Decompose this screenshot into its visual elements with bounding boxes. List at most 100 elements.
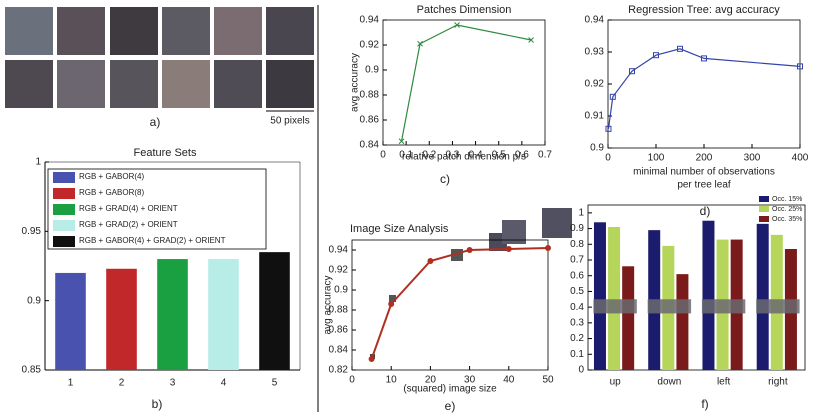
y-tick-label: 0.92 [329,265,349,276]
occlusion-thumbnails [647,299,692,314]
marker [398,138,405,145]
x-tick-label: 0 [605,153,611,164]
bar [55,272,86,370]
occlusion-thumbnails [756,299,800,314]
axes-frame [351,239,549,371]
panel-label: b) [152,397,163,411]
marker [505,246,512,252]
y-tick-label: 0.9 [334,285,348,296]
bar [259,252,290,370]
y-tick-label: 0.85 [22,365,42,376]
bar [157,259,188,370]
marker [701,55,707,62]
bar [208,259,239,370]
y-tick-label: 0.6 [570,270,584,281]
legend-label: RGB + GRAD(2) + ORIENT [79,220,178,229]
line [370,247,549,360]
x-axis-label: relative patch dimension p/s [402,152,526,163]
marker [629,68,635,75]
x-tick-label: 400 [792,153,809,164]
face-images [5,7,314,108]
bar [106,268,137,370]
x-axis-label: per tree leaf [677,180,731,191]
y-tick-label: 0.93 [585,47,605,58]
size-thumbnails [370,208,572,359]
bar [702,220,715,370]
axes-frame [587,204,806,371]
legend-box [47,168,267,250]
x-tick-label: 3 [170,378,176,389]
bar [622,266,635,370]
x-tick-label: 0.4 [469,150,483,161]
panel-label: a) [150,115,161,129]
x-tick-label: 0.7 [538,150,552,161]
x-tick-label: 50 [542,375,554,386]
marker [454,22,460,28]
x-tick-label: 30 [464,375,476,386]
bar [608,227,621,370]
y-axis-label: avg accuracy [350,53,361,112]
marker [388,301,395,307]
x-tick-label: 2 [119,378,125,389]
x-tick-label: down [657,377,681,388]
y-tick-label: 0.86 [329,325,349,336]
legend-swatch [53,172,75,183]
chart-title: Patches Dimension [417,4,512,16]
y-tick-label: 0.9 [570,223,584,234]
x-tick-label: 0.3 [445,150,459,161]
y-tick-label: 0.2 [570,333,584,344]
y-tick-label: 0.4 [570,302,584,313]
chart-title: Feature Sets [134,147,197,159]
line [400,24,532,142]
x-tick-label: 10 [386,375,398,386]
legend-label: Occ. 35% [772,216,802,223]
axes-frame [607,19,801,149]
x-tick-label: 100 [648,153,665,164]
y-tick-label: 0.84 [360,140,380,151]
occlusion-thumbnails [701,299,746,314]
y-tick-label: 0.82 [329,365,349,376]
bar [593,222,606,370]
y-tick-label: 0.7 [570,255,584,266]
x-tick-label: 4 [221,378,227,389]
marker [653,52,659,59]
y-tick-label: 0.94 [585,15,605,26]
line [607,48,801,129]
y-tick-label: 0.86 [360,115,380,126]
x-tick-label: 5 [272,378,278,389]
y-tick-label: 0.94 [329,245,349,256]
y-tick-label: 0.5 [570,286,584,297]
legend-label: Occ. 25% [772,206,802,213]
legend-label: RGB + GRAD(4) + ORIENT [79,204,178,213]
legend-swatch [759,196,769,202]
chart-title: Image Size Analysis [350,223,449,235]
legend-swatch [53,204,75,215]
panel-label: d) [700,204,711,218]
x-tick-label: 0.6 [515,150,529,161]
y-tick-label: 0.9 [590,143,604,154]
x-tick-label: 200 [696,153,713,164]
legend-label: RGB + GABOR(8) [79,188,144,197]
y-tick-label: 0.92 [360,40,380,51]
legend-swatch [53,188,75,199]
y-tick-label: 1 [35,157,41,168]
x-tick-label: left [717,377,731,388]
x-tick-label: 0.1 [399,150,413,161]
legend-swatch [759,216,769,222]
legend-label: RGB + GABOR(4) + GRAD(2) + ORIENT [79,236,226,245]
legend-label: RGB + GABOR(4) [79,172,144,181]
marker [677,45,683,52]
scale-label: 50 pixels [270,116,309,127]
y-tick-label: 0.88 [360,90,380,101]
x-tick-label: 0.2 [422,150,436,161]
x-tick-label: 0 [349,375,355,386]
y-tick-label: 0.84 [329,345,349,356]
x-axis-label: (squared) image size [403,384,497,395]
marker [427,258,434,264]
x-tick-label: 0 [380,150,386,161]
x-tick-label: 1 [68,378,74,389]
x-tick-label: right [768,377,788,388]
y-tick-label: 1 [578,207,584,218]
marker [368,356,375,362]
chart-title: Regression Tree: avg accuracy [628,4,780,16]
